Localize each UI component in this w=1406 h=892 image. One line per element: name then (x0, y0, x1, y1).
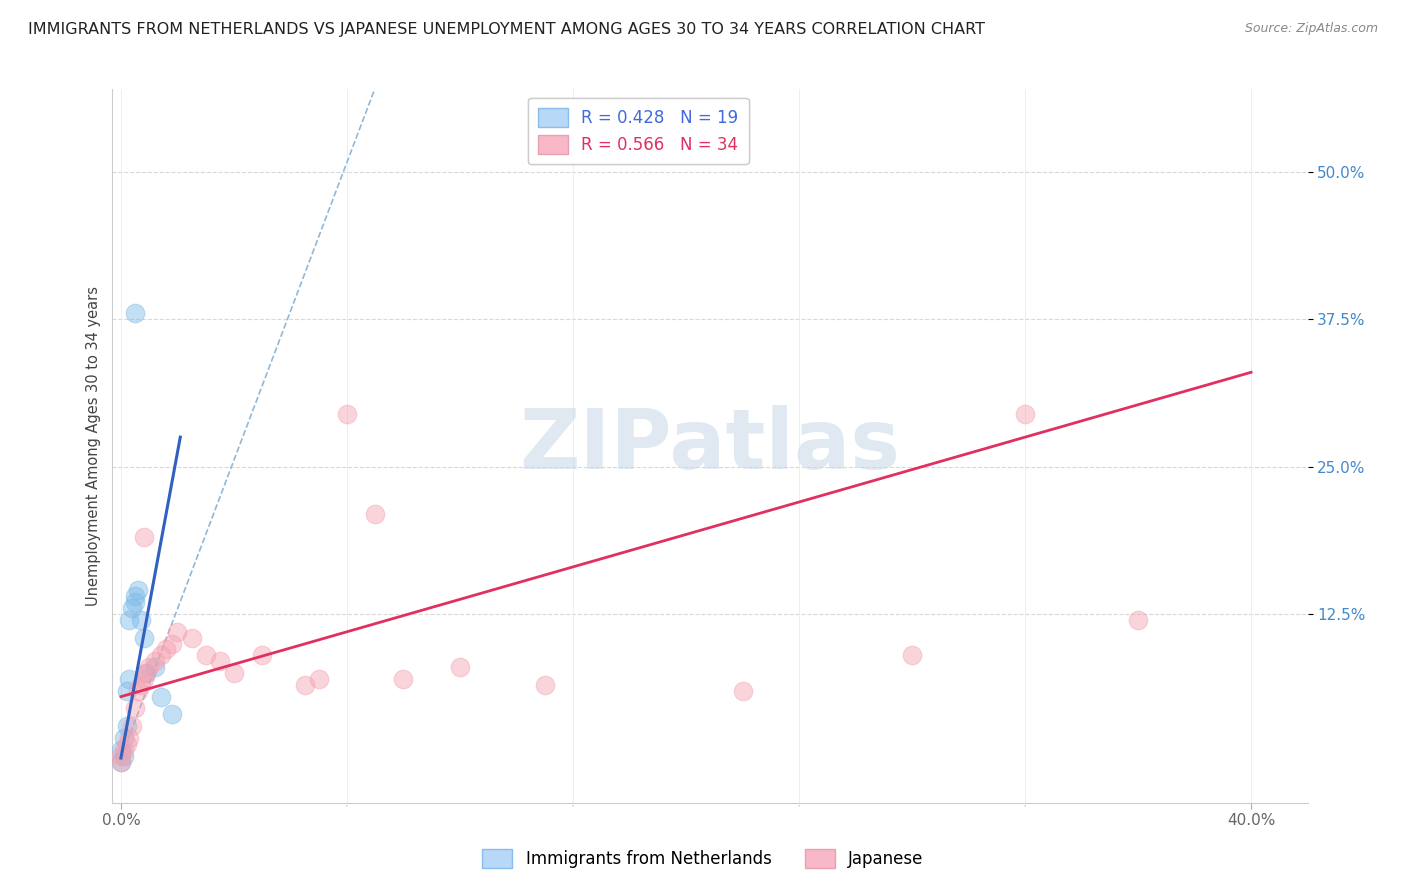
Point (124, 590, 146, 604)
Point (115, 719, 138, 733)
Point (129, 613, 152, 627)
Point (155, 642, 177, 657)
Point (149, 690, 172, 704)
Point (364, 507, 387, 521)
Point (143, 660, 166, 674)
Point (1126, 613, 1149, 627)
Point (138, 660, 160, 674)
Point (1014, 407, 1036, 421)
Point (901, 648, 924, 663)
Legend: Immigrants from Netherlands, Japanese: Immigrants from Netherlands, Japanese (475, 842, 931, 875)
Text: IMMIGRANTS FROM NETHERLANDS VS JAPANESE UNEMPLOYMENT AMONG AGES 30 TO 34 YEARS C: IMMIGRANTS FROM NETHERLANDS VS JAPANESE … (28, 22, 986, 37)
Point (121, 601, 143, 615)
Point (124, 701, 146, 715)
Point (135, 666, 157, 681)
Point (336, 407, 359, 421)
Point (127, 683, 149, 698)
Point (308, 672, 330, 686)
Point (112, 742, 135, 756)
Point (129, 678, 152, 692)
Point (166, 624, 188, 639)
Point (110, 742, 132, 756)
Point (533, 678, 555, 692)
Point (160, 707, 183, 722)
Point (252, 648, 274, 663)
Point (294, 678, 316, 692)
Point (118, 613, 141, 627)
Point (208, 654, 231, 668)
Text: Source: ZipAtlas.com: Source: ZipAtlas.com (1244, 22, 1378, 36)
Point (222, 666, 245, 681)
Point (180, 631, 202, 645)
Point (449, 660, 471, 674)
Point (127, 583, 149, 598)
Text: ZIPatlas: ZIPatlas (520, 406, 900, 486)
Point (160, 636, 183, 650)
Point (392, 672, 415, 686)
Point (121, 719, 143, 733)
Point (115, 737, 138, 751)
Point (124, 306, 146, 320)
Legend: R = 0.428   N = 19, R = 0.566   N = 34: R = 0.428 N = 19, R = 0.566 N = 34 (529, 97, 748, 164)
Point (132, 672, 155, 686)
Point (132, 631, 155, 645)
Point (110, 755, 132, 769)
Point (135, 666, 157, 681)
Point (110, 755, 132, 769)
Y-axis label: Unemployment Among Ages 30 to 34 years: Unemployment Among Ages 30 to 34 years (86, 286, 101, 606)
Point (143, 654, 166, 668)
Point (110, 748, 132, 763)
Point (112, 731, 135, 745)
Point (149, 648, 172, 663)
Point (118, 672, 141, 686)
Point (731, 683, 754, 698)
Point (118, 731, 141, 745)
Point (115, 683, 138, 698)
Point (132, 530, 155, 544)
Point (194, 648, 217, 663)
Point (112, 748, 135, 763)
Point (124, 595, 146, 609)
